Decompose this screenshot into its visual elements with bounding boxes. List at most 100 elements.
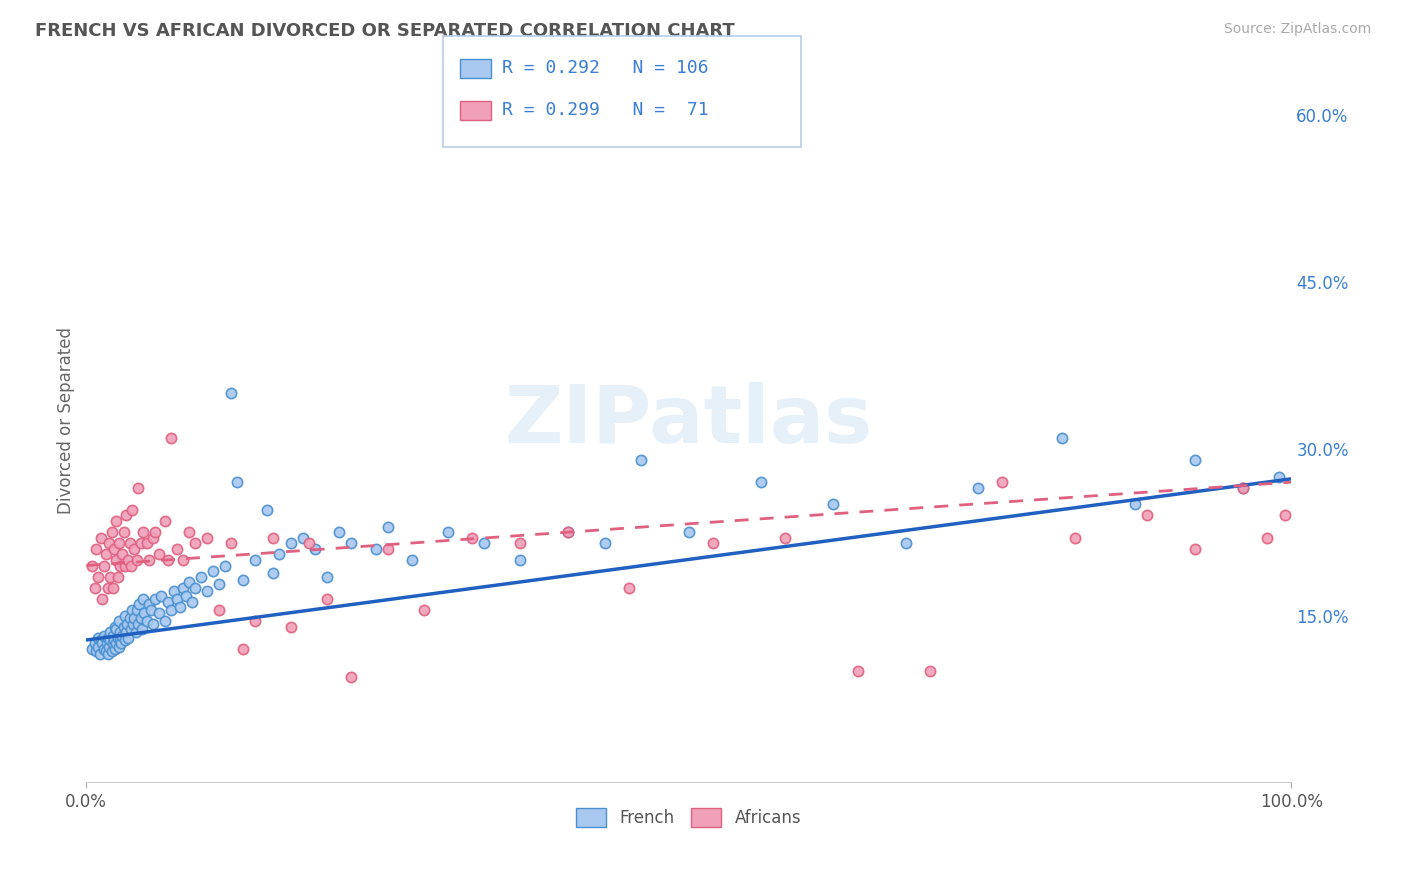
Point (557, 525, 579, 540)
Point (101, 581, 124, 595)
Point (749, 475, 772, 490)
Point (87, 569, 110, 583)
Point (184, 536, 207, 550)
Point (401, 553, 423, 567)
Point (84, 644, 107, 658)
Point (135, 614, 157, 628)
Point (177, 525, 200, 540)
Point (219, 536, 242, 550)
Point (967, 481, 990, 495)
Point (153, 514, 176, 528)
Point (292, 531, 315, 545)
Point (90, 531, 112, 545)
Point (111, 548, 134, 562)
Point (1063, 531, 1085, 545)
Point (1268, 469, 1291, 483)
Point (135, 536, 157, 550)
Point (991, 475, 1014, 490)
Point (593, 536, 616, 550)
Point (112, 620, 135, 634)
Point (461, 531, 484, 545)
Point (128, 598, 150, 612)
Point (82, 641, 104, 656)
Point (256, 503, 278, 517)
Y-axis label: Divorced or Separated: Divorced or Separated (58, 327, 75, 515)
Point (143, 525, 166, 540)
Point (83, 581, 105, 595)
Point (91, 636, 114, 650)
Point (101, 636, 124, 650)
Point (617, 581, 640, 595)
Point (1136, 508, 1159, 523)
Point (243, 553, 266, 567)
Point (1232, 481, 1254, 495)
Point (115, 625, 138, 640)
Point (120, 558, 142, 573)
Point (1256, 531, 1278, 545)
Text: R = 0.299   N =  71: R = 0.299 N = 71 (502, 101, 709, 119)
Point (108, 625, 131, 640)
Point (181, 595, 204, 609)
Point (226, 475, 249, 490)
Point (100, 633, 122, 648)
Point (509, 553, 531, 567)
Point (98, 640, 121, 654)
Text: R = 0.292   N = 106: R = 0.292 N = 106 (502, 59, 709, 77)
Point (1232, 481, 1254, 495)
Point (150, 589, 173, 603)
Point (775, 531, 797, 545)
Point (412, 603, 434, 617)
Point (97, 581, 120, 595)
Point (316, 569, 339, 583)
Point (114, 608, 136, 623)
Point (141, 603, 163, 617)
Point (846, 664, 869, 678)
Point (243, 614, 266, 628)
Point (93, 641, 115, 656)
Point (630, 453, 652, 467)
Point (172, 581, 194, 595)
Point (121, 603, 143, 617)
Point (176, 589, 198, 603)
Point (114, 558, 136, 573)
Point (201, 564, 224, 578)
Point (364, 541, 387, 556)
Point (125, 553, 148, 567)
Point (103, 541, 125, 556)
Point (100, 525, 122, 540)
Point (84, 541, 107, 556)
Point (103, 633, 125, 648)
Point (100, 644, 122, 658)
Point (101, 629, 124, 643)
Text: FRENCH VS AFRICAN DIVORCED OR SEPARATED CORRELATION CHART: FRENCH VS AFRICAN DIVORCED OR SEPARATED … (35, 22, 735, 40)
Point (153, 614, 176, 628)
Point (100, 569, 122, 583)
Point (262, 566, 284, 581)
Point (108, 558, 131, 573)
Point (104, 641, 127, 656)
Point (115, 508, 138, 523)
Point (148, 548, 170, 562)
Point (134, 607, 156, 621)
Point (157, 595, 180, 609)
Point (280, 620, 302, 634)
Point (232, 573, 254, 587)
Point (918, 664, 941, 678)
Point (108, 614, 131, 628)
Point (894, 536, 917, 550)
Point (108, 640, 131, 654)
Point (93, 629, 115, 643)
Point (82, 558, 104, 573)
Point (105, 553, 128, 567)
Point (100, 625, 122, 640)
Point (166, 591, 188, 606)
Point (340, 536, 363, 550)
Point (262, 531, 284, 545)
Point (120, 622, 142, 636)
Point (304, 541, 326, 556)
Point (159, 603, 181, 617)
Point (131, 622, 153, 636)
Point (177, 575, 200, 590)
Point (138, 598, 160, 612)
Point (129, 611, 152, 625)
